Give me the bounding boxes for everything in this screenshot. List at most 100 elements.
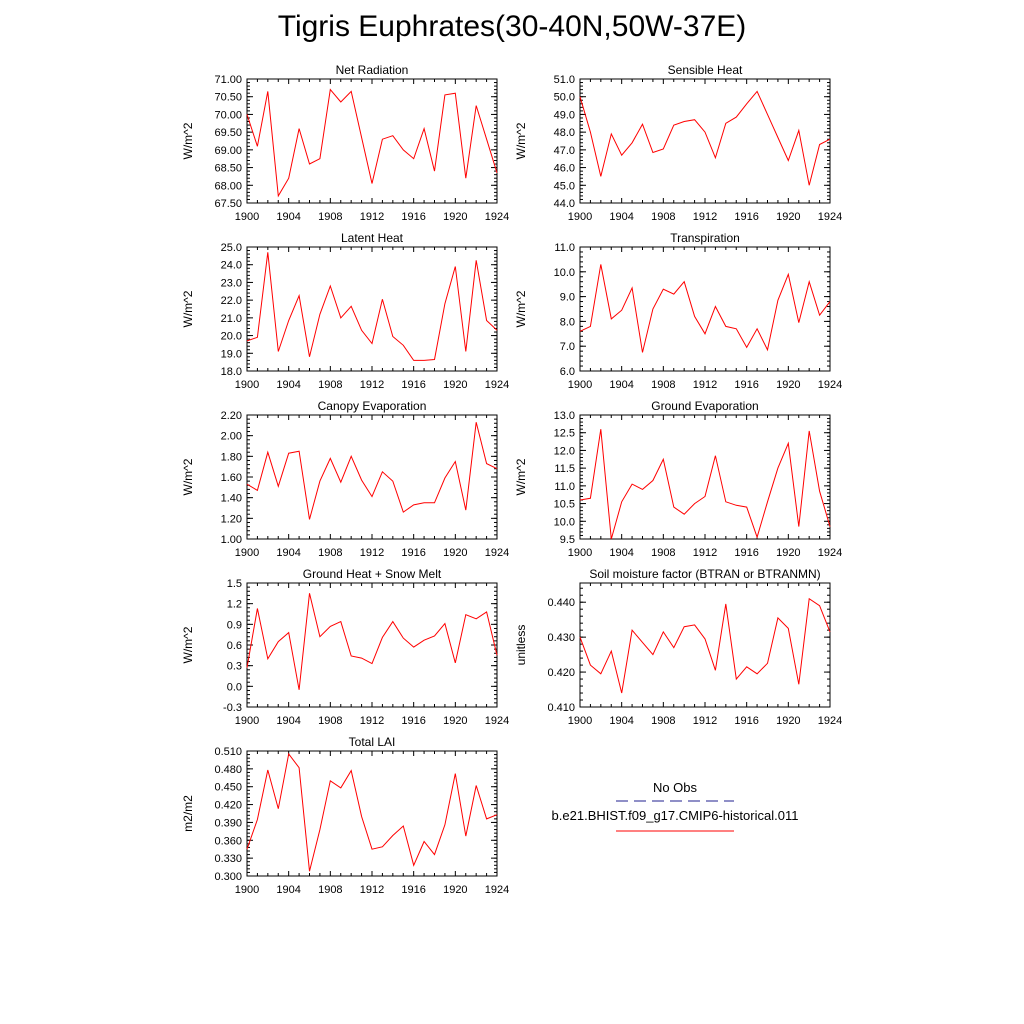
- series-line: [246, 752, 498, 872]
- y-tick-label: 24.0: [221, 260, 242, 272]
- y-tick-label: 1.80: [221, 451, 242, 463]
- plot-frame: [579, 78, 831, 204]
- panel-title: Transpiration: [670, 231, 740, 245]
- y-axis-label: W/m^2: [181, 458, 195, 495]
- y-tick-label: 0.330: [214, 853, 242, 865]
- series-line: [579, 429, 831, 540]
- x-tick-label: 1904: [276, 715, 300, 727]
- x-tick-label: 1904: [276, 211, 300, 223]
- panel-title: Net Radiation: [336, 63, 409, 77]
- y-tick-label: 0.450: [214, 782, 242, 794]
- y-tick-label: 0.420: [547, 667, 575, 679]
- page-title: Tigris Euphrates(30-40N,50W-37E): [277, 10, 747, 43]
- panel-ground-heat-snow-melt: Ground Heat + Snow Melt W/m^2 1900 1904 1908…: [181, 567, 509, 727]
- y-tick-label: 0.3: [227, 661, 242, 673]
- panel-net-radiation: Net Radiation W/m^2 1900 1904 1908 1912 1916 19…: [181, 63, 509, 223]
- y-tick-label: 71.00: [214, 74, 242, 86]
- y-tick-label: 22.0: [221, 295, 242, 307]
- x-tick-label: 1900: [235, 715, 259, 727]
- panel-ground-evaporation: Ground Evaporation W/m^2 1900 1904 1908 1912 1…: [514, 399, 842, 559]
- y-tick-label: 1.40: [221, 493, 242, 505]
- y-axis-label: unitless: [514, 625, 528, 666]
- x-tick-label: 1904: [276, 547, 300, 559]
- x-tick-label: 1900: [568, 211, 592, 223]
- x-tick-label: 1924: [485, 547, 509, 559]
- x-tick-label: 1916: [734, 211, 758, 223]
- x-tick-label: 1916: [401, 211, 425, 223]
- y-axis-label: W/m^2: [181, 290, 195, 327]
- panel-soil-moisture-factor-btran-or-btranmn: Soil moisture factor (BTRAN or BTRANMN) u…: [514, 567, 842, 727]
- x-tick-label: 1912: [693, 379, 717, 391]
- series-line: [246, 593, 498, 690]
- x-tick-label: 1916: [401, 379, 425, 391]
- x-tick-label: 1916: [401, 715, 425, 727]
- x-tick-label: 1916: [734, 547, 758, 559]
- y-tick-label: 0.440: [547, 597, 575, 609]
- y-tick-label: 21.0: [221, 313, 242, 325]
- y-tick-label: 2.00: [221, 431, 242, 443]
- x-tick-label: 1904: [609, 547, 633, 559]
- y-tick-label: 0.360: [214, 835, 242, 847]
- x-tick-label: 1924: [485, 379, 509, 391]
- y-axis-label: W/m^2: [514, 122, 528, 159]
- x-tick-label: 1908: [318, 211, 342, 223]
- y-tick-label: 20.0: [221, 331, 242, 343]
- y-tick-label: 11.0: [554, 242, 575, 254]
- x-tick-label: 1908: [318, 379, 342, 391]
- x-tick-label: 1900: [235, 884, 259, 896]
- y-tick-label: 9.5: [560, 534, 575, 546]
- series-line: [579, 264, 831, 353]
- x-tick-label: 1900: [568, 715, 592, 727]
- y-tick-label: 6.0: [560, 366, 575, 378]
- y-tick-label: 0.6: [227, 640, 242, 652]
- series-line: [579, 597, 831, 694]
- plot-frame: [246, 414, 498, 540]
- y-tick-label: 44.0: [554, 198, 575, 210]
- y-tick-label: 0.510: [214, 746, 242, 758]
- y-tick-label: 45.0: [554, 180, 575, 192]
- y-tick-label: 0.300: [214, 871, 242, 883]
- x-tick-label: 1924: [485, 884, 509, 896]
- y-tick-label: 8.0: [560, 316, 575, 328]
- x-tick-label: 1908: [318, 547, 342, 559]
- x-tick-label: 1908: [318, 884, 342, 896]
- series-line: [246, 88, 498, 198]
- y-tick-label: 10.0: [554, 516, 575, 528]
- x-tick-label: 1924: [818, 715, 842, 727]
- series-line: [579, 90, 831, 186]
- x-tick-label: 1920: [776, 547, 800, 559]
- panel-sensible-heat: Sensible Heat W/m^2 1900 1904 1908 1912 1916 19…: [514, 63, 842, 223]
- y-tick-label: 51.0: [554, 74, 575, 86]
- x-tick-label: 1912: [360, 379, 384, 391]
- y-tick-label: 49.0: [554, 109, 575, 121]
- x-tick-label: 1904: [276, 884, 300, 896]
- x-tick-label: 1908: [318, 715, 342, 727]
- x-tick-label: 1904: [276, 379, 300, 391]
- x-tick-label: 1920: [776, 211, 800, 223]
- panel-total-lai: Total LAI m2/m2 1900 1904 1908 1912 1916 1920 19…: [181, 735, 509, 896]
- y-tick-label: 18.0: [221, 366, 242, 378]
- y-tick-label: 0.420: [214, 800, 242, 812]
- panel-title: Total LAI: [349, 735, 396, 749]
- chart-panels: Net Radiation W/m^2 1900 1904 1908 1912 1916 19…: [181, 63, 842, 896]
- y-tick-label: 0.430: [547, 632, 575, 644]
- x-tick-label: 1916: [734, 715, 758, 727]
- y-axis-label: m2/m2: [181, 795, 195, 832]
- y-tick-label: 70.00: [214, 109, 242, 121]
- x-tick-label: 1916: [401, 547, 425, 559]
- y-tick-label: 67.50: [214, 198, 242, 210]
- x-tick-label: 1916: [734, 379, 758, 391]
- y-tick-label: 0.480: [214, 764, 242, 776]
- y-tick-label: 0.410: [547, 702, 575, 714]
- y-axis-label: W/m^2: [514, 290, 528, 327]
- panel-title: Canopy Evaporation: [318, 399, 427, 413]
- y-tick-label: 10.0: [554, 267, 575, 279]
- plot-frame: [579, 582, 831, 708]
- x-tick-label: 1920: [443, 211, 467, 223]
- plot-frame: [579, 246, 831, 372]
- x-tick-label: 1924: [818, 211, 842, 223]
- y-tick-label: 12.0: [554, 445, 575, 457]
- x-tick-label: 1912: [693, 211, 717, 223]
- y-tick-label: 1.5: [227, 578, 242, 590]
